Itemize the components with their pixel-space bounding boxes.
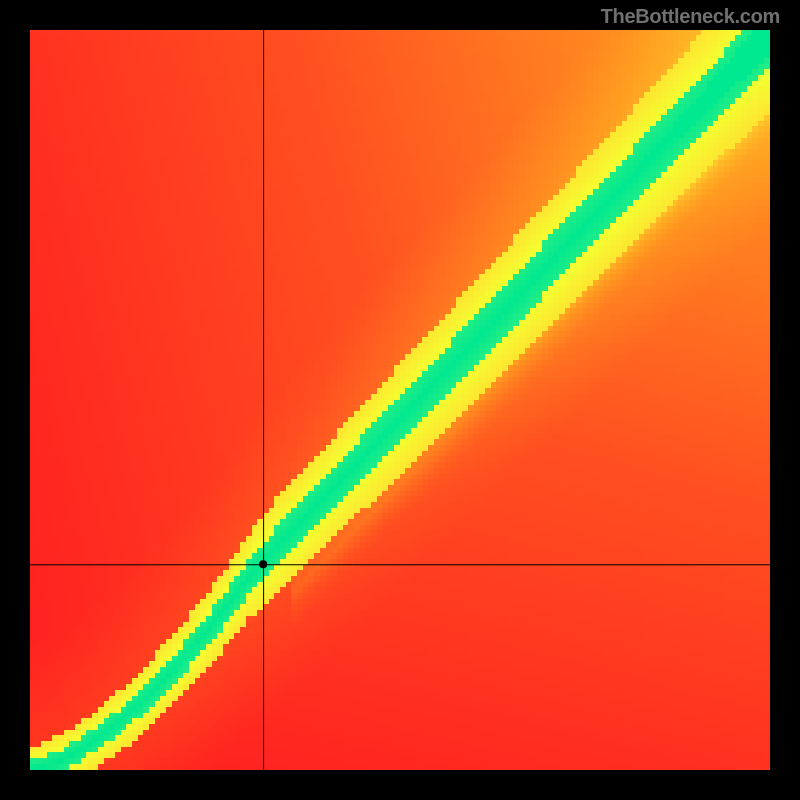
chart-container: TheBottleneck.com xyxy=(0,0,800,800)
bottleneck-heatmap xyxy=(30,30,770,770)
watermark-text: TheBottleneck.com xyxy=(601,6,780,29)
